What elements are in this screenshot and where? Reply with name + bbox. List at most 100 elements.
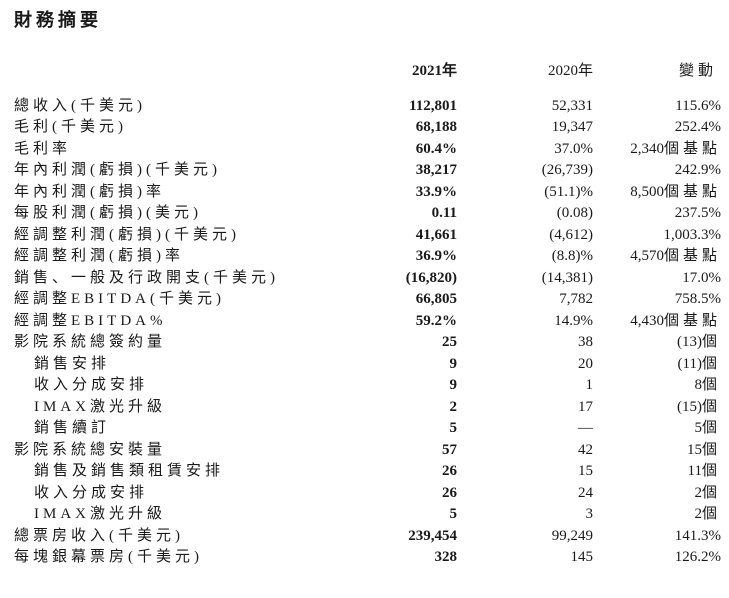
change-number: 252.4% bbox=[674, 119, 721, 135]
row-label: 每塊銀幕票房(千美元) bbox=[14, 549, 203, 565]
value-2020: 20 bbox=[578, 355, 593, 372]
change-unit: 個 bbox=[701, 398, 721, 415]
table-row: 經調整EBITDA(千美元) 66,805 7,782 758.5% bbox=[14, 289, 721, 311]
change-number: 237.5% bbox=[674, 205, 721, 221]
change-number: 758.5% bbox=[674, 291, 721, 307]
row-label: 銷售及銷售類租賃安排 bbox=[34, 463, 225, 479]
value-change: (15)個 bbox=[593, 397, 717, 419]
value-change: 237.5% bbox=[593, 203, 721, 225]
change-number: 2 bbox=[694, 484, 702, 501]
change-unit: 個 bbox=[701, 355, 721, 372]
value-change: 115.6% bbox=[593, 96, 721, 118]
value-2020: 3 bbox=[585, 506, 594, 522]
value-2020: 42 bbox=[578, 441, 593, 458]
change-number: 1,003.3% bbox=[663, 226, 722, 243]
change-number: 8,500 bbox=[630, 183, 664, 200]
value-2020: (51.1)% bbox=[544, 183, 593, 200]
value-change: 17.0% bbox=[593, 268, 721, 290]
change-number: 11 bbox=[687, 463, 702, 479]
change-number: 2 bbox=[694, 506, 702, 522]
value-change: 1,003.3% bbox=[593, 225, 722, 247]
value-2021: 25 bbox=[442, 334, 457, 350]
table-row: IMAX激光升級 5 3 2個 bbox=[14, 504, 717, 526]
change-unit: 個 bbox=[701, 484, 721, 501]
column-header-2020: 2020年 bbox=[547, 63, 593, 79]
change-number: 17.0% bbox=[682, 269, 721, 286]
value-2021: (16,820) bbox=[405, 269, 457, 286]
value-2021: 2 bbox=[449, 398, 458, 415]
value-2020: 99,249 bbox=[551, 527, 593, 544]
value-2020: 17 bbox=[578, 398, 593, 415]
value-change: 8個 bbox=[593, 375, 717, 397]
value-2021: 5 bbox=[449, 506, 458, 522]
row-label: 經調整EBITDA(千美元) bbox=[14, 291, 225, 307]
change-number: 115.6% bbox=[675, 97, 721, 114]
table-row: 銷售安排 9 20 (11)個 bbox=[14, 354, 717, 376]
value-change: (11)個 bbox=[593, 354, 717, 376]
row-label: 總票房收入(千美元) bbox=[14, 527, 184, 544]
value-change: 242.9% bbox=[593, 160, 721, 182]
change-unit: 個基點 bbox=[663, 248, 721, 264]
table-row: 毛利(千美元) 68,188 19,347 252.4% bbox=[14, 117, 721, 139]
row-label: IMAX激光升級 bbox=[34, 398, 166, 415]
row-label: 銷售、一般及行政開支(千美元) bbox=[14, 269, 279, 286]
table-row: 銷售及銷售類租賃安排 26 15 11個 bbox=[14, 461, 717, 483]
column-header-change: 變動 bbox=[678, 63, 717, 79]
value-2021: 36.9% bbox=[415, 248, 457, 264]
value-2020: 19,347 bbox=[551, 119, 593, 135]
column-header-blank bbox=[14, 61, 357, 96]
value-change: 5個 bbox=[593, 418, 717, 440]
value-2021: 9 bbox=[449, 377, 458, 393]
change-unit: 個 bbox=[701, 441, 721, 458]
row-label: 毛利率 bbox=[14, 140, 72, 157]
value-change: 4,570個基點 bbox=[593, 246, 717, 268]
value-2020: 38 bbox=[578, 334, 593, 350]
value-change: 2個 bbox=[593, 504, 717, 526]
value-2021: 328 bbox=[434, 549, 458, 565]
value-change: (13)個 bbox=[593, 332, 717, 354]
row-label: 收入分成安排 bbox=[34, 377, 149, 393]
table-header-row: 2021年 2020年 變動 bbox=[14, 61, 717, 96]
table-row: 每股利潤(虧損)(美元) 0.11 (0.08) 237.5% bbox=[14, 203, 721, 225]
table-row: 年內利潤(虧損)率 33.9% (51.1)% 8,500個基點 bbox=[14, 182, 717, 204]
value-change: 15個 bbox=[593, 440, 717, 462]
value-2021: 59.2% bbox=[415, 312, 457, 329]
table-row: 銷售、一般及行政開支(千美元) (16,820) (14,381) 17.0% bbox=[14, 268, 721, 290]
value-2021: 66,805 bbox=[415, 291, 457, 307]
value-change: 126.2% bbox=[593, 547, 721, 569]
change-number: (13) bbox=[676, 334, 702, 350]
value-2021: 26 bbox=[442, 484, 457, 501]
value-2021: 26 bbox=[442, 463, 457, 479]
change-unit: 個 bbox=[701, 420, 721, 436]
value-2021: 0.11 bbox=[431, 205, 457, 221]
value-2020: 52,331 bbox=[551, 97, 593, 114]
value-2021: 5 bbox=[449, 420, 458, 436]
value-2021: 9 bbox=[449, 355, 458, 372]
change-unit: 個基點 bbox=[663, 312, 721, 329]
value-2020: — bbox=[578, 420, 593, 436]
value-change: 758.5% bbox=[593, 289, 721, 311]
value-2020: (8.8)% bbox=[551, 248, 593, 264]
table-row: 銷售續訂 5 — 5個 bbox=[14, 418, 717, 440]
value-change: 2個 bbox=[593, 483, 717, 505]
row-label: 經調整利潤(虧損)率 bbox=[14, 248, 184, 264]
change-unit: 個基點 bbox=[663, 140, 721, 157]
table-row: 收入分成安排 26 24 2個 bbox=[14, 483, 717, 505]
change-number: 4,570 bbox=[630, 248, 664, 264]
value-2021: 33.9% bbox=[415, 183, 457, 200]
change-number: 141.3% bbox=[674, 527, 721, 544]
page-title: 財務摘要 bbox=[14, 10, 102, 30]
change-number: 5 bbox=[694, 420, 702, 436]
change-unit: 個 bbox=[701, 506, 721, 522]
value-2020: 1 bbox=[585, 377, 594, 393]
row-label: 銷售續訂 bbox=[34, 420, 111, 436]
value-2021: 57 bbox=[442, 441, 457, 458]
change-number: 126.2% bbox=[674, 549, 721, 565]
value-2020: (26,739) bbox=[541, 162, 593, 178]
change-unit: 個 bbox=[701, 463, 721, 479]
value-2020: 24 bbox=[578, 484, 593, 501]
row-label: 毛利(千美元) bbox=[14, 119, 127, 135]
row-label: 年內利潤(虧損)率 bbox=[14, 183, 165, 200]
change-number: 8 bbox=[694, 377, 702, 393]
row-label: 影院系統總簽約量 bbox=[14, 334, 167, 350]
